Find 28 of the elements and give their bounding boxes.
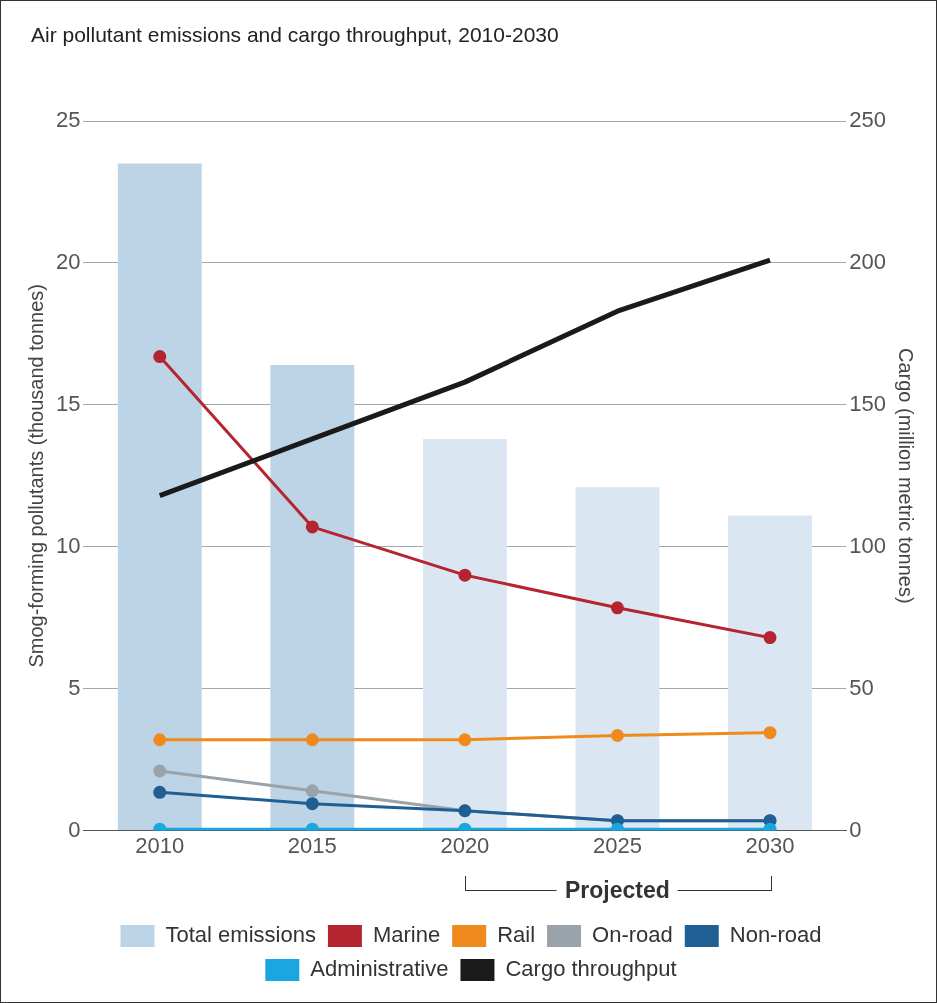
chart-title: Air pollutant emissions and cargo throughput, 2010-2030 — [31, 23, 559, 47]
y-tick-label: 5 — [68, 674, 81, 700]
y-tick-label: 0 — [68, 816, 81, 842]
x-tick-label: 2025 — [592, 832, 642, 858]
x-tick-label: 2015 — [287, 832, 337, 858]
legend-label: Cargo throughput — [505, 956, 677, 982]
x-tick-label: 2030 — [745, 832, 795, 858]
legend-label: Non-road — [729, 922, 822, 948]
y2-axis-title: Cargo (million metric tonnes) — [895, 347, 918, 604]
y-axis-title: Smog-forming pollutants (thousand tonnes) — [24, 284, 47, 668]
y2-tick-label: 50 — [849, 674, 874, 700]
y2-tick-label: 150 — [849, 390, 887, 416]
legend-label: Administrative — [310, 956, 449, 982]
y-tick-label: 15 — [55, 390, 81, 416]
y-tick-label: 20 — [55, 248, 81, 274]
text: Projected — [557, 876, 678, 904]
x-tick-label: 2010 — [135, 832, 185, 858]
y-tick-label: 10 — [55, 532, 81, 558]
legend-label: On-road — [592, 922, 673, 948]
x-tick-label: 2020 — [440, 832, 490, 858]
y2-tick-label: 250 — [849, 107, 887, 133]
legend-label: Rail — [497, 922, 536, 948]
y2-tick-label: 0 — [849, 816, 862, 842]
y2-tick-label: 100 — [849, 532, 887, 558]
y2-tick-label: 200 — [849, 248, 887, 274]
legend-label: Total emissions — [165, 922, 316, 948]
legend-label: Marine — [372, 922, 441, 948]
y-tick-label: 25 — [55, 107, 81, 133]
